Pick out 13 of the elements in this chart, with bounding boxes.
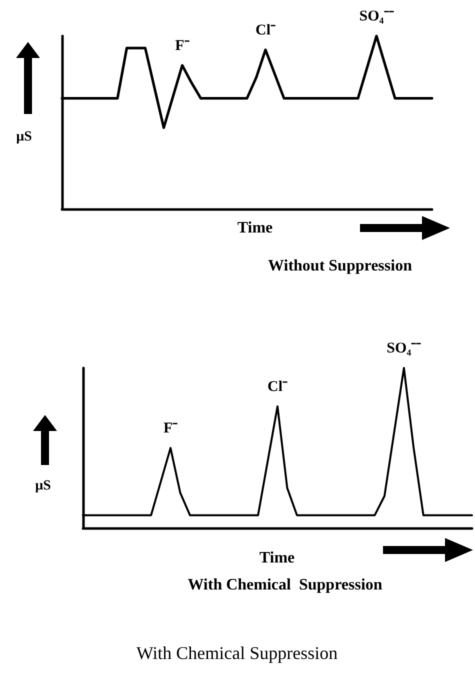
y-axis-title: µS <box>16 130 32 144</box>
text: Without Suppression <box>268 258 412 274</box>
annotation: Cl⁻ <box>256 22 276 38</box>
text: With Chemical Suppression <box>136 643 338 663</box>
annotation: F⁻ <box>175 38 190 54</box>
y-axis-title: µS <box>35 478 52 494</box>
text: With Chemical Suppression <box>188 576 382 594</box>
annotation: SO₄⁻⁻ <box>386 340 422 356</box>
annotation: SO₄⁻⁻ <box>359 8 394 24</box>
x-axis-title: Time <box>237 220 273 236</box>
x-axis-title: Time <box>259 550 295 566</box>
annotation: Cl⁻ <box>268 378 288 395</box>
annotation: F⁻ <box>163 420 178 436</box>
